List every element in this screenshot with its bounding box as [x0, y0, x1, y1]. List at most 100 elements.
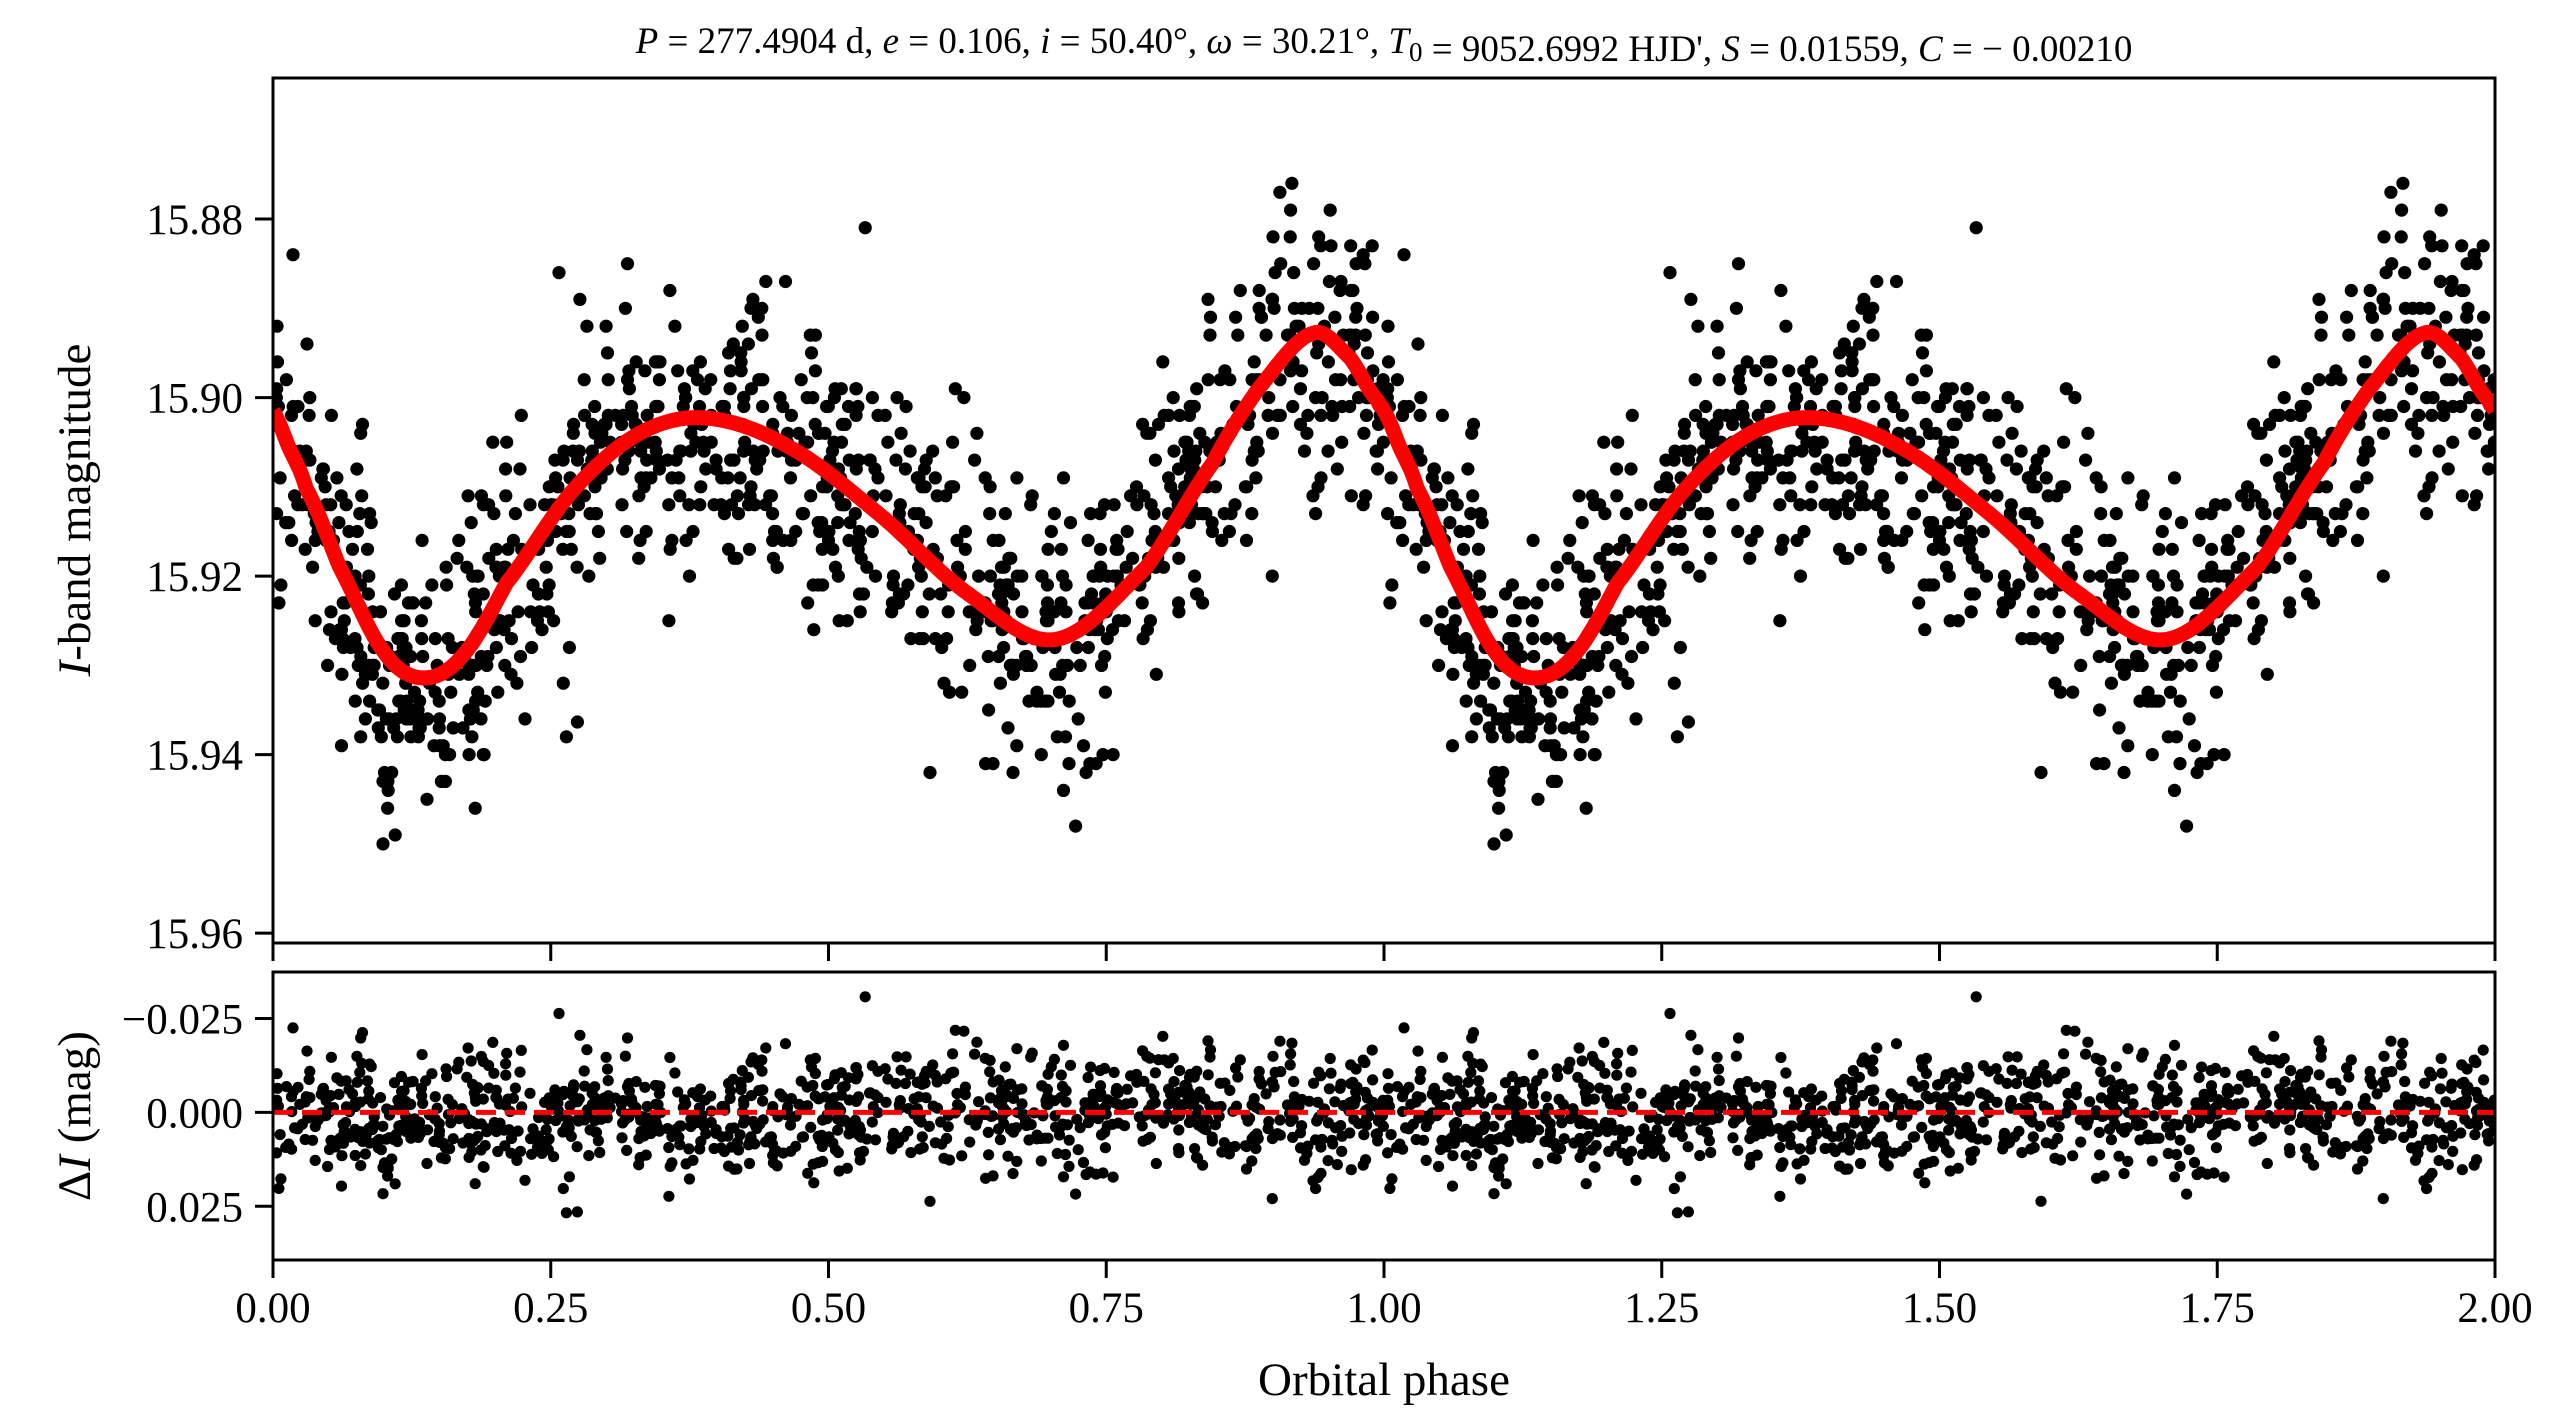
- residual-point: [1011, 1084, 1023, 1096]
- data-point: [1500, 712, 1514, 726]
- residual-point: [723, 1160, 735, 1172]
- data-point: [1466, 489, 1480, 503]
- data-point: [2259, 524, 2273, 539]
- residual-point: [743, 1157, 756, 1170]
- data-point: [316, 462, 330, 476]
- residual-point: [982, 1126, 994, 1138]
- data-point: [1538, 739, 1552, 753]
- residual-point: [534, 1138, 546, 1150]
- residual-point: [560, 1207, 573, 1219]
- data-point: [1779, 319, 1793, 333]
- residual-point: [1263, 1116, 1275, 1128]
- data-point: [468, 596, 482, 610]
- data-point: [1376, 435, 1390, 449]
- data-point: [593, 551, 607, 565]
- residual-point: [793, 1098, 805, 1110]
- data-point: [542, 578, 556, 592]
- residual-point: [777, 1091, 789, 1103]
- data-point: [2029, 480, 2043, 494]
- data-point: [1704, 551, 1718, 565]
- residual-point: [1125, 1070, 1137, 1082]
- data-point: [841, 399, 856, 414]
- residual-point: [2371, 1088, 2383, 1100]
- residual-point: [2260, 1067, 2272, 1079]
- data-point: [2372, 408, 2386, 422]
- data-point: [1905, 373, 1919, 387]
- data-point: [580, 319, 594, 333]
- residual-point: [790, 1140, 802, 1152]
- residual-point: [1943, 1113, 1955, 1125]
- data-point: [387, 587, 402, 601]
- data-point: [1634, 498, 1648, 512]
- residual-point: [1806, 1135, 1818, 1148]
- data-point: [291, 498, 305, 512]
- residual-point: [827, 1137, 839, 1149]
- data-point: [794, 373, 808, 387]
- residual-point: [1056, 1080, 1069, 1093]
- data-point: [1203, 310, 1218, 324]
- residual-point: [1020, 1119, 1033, 1132]
- residual-point: [2002, 1051, 2014, 1063]
- data-point: [302, 408, 316, 422]
- residual-point: [2359, 1093, 2371, 1105]
- residual-point: [2153, 1068, 2165, 1080]
- residual-point: [1961, 1062, 1973, 1074]
- data-point: [978, 471, 992, 485]
- residual-point: [335, 1180, 348, 1192]
- residual-point: [1890, 1038, 1903, 1050]
- residual-point: [2299, 1071, 2311, 1083]
- data-point: [399, 640, 413, 655]
- data-point: [1247, 444, 1261, 458]
- data-point: [972, 569, 986, 583]
- residual-point: [1324, 1052, 1336, 1065]
- data-point: [1499, 828, 1513, 842]
- data-point: [1844, 471, 1858, 485]
- data-point: [1309, 506, 1323, 521]
- data-point: [1166, 391, 1180, 405]
- data-point: [904, 632, 918, 646]
- data-point: [1197, 506, 1211, 521]
- data-point: [476, 587, 490, 601]
- data-point: [694, 480, 708, 494]
- residual-point: [487, 1036, 499, 1048]
- residual-point: [2131, 1119, 2144, 1132]
- data-point: [1729, 301, 1743, 315]
- residual-point: [947, 1066, 959, 1079]
- residual-point: [1473, 1093, 1485, 1105]
- data-point: [533, 605, 547, 619]
- data-point: [1659, 453, 1673, 467]
- data-point: [1964, 605, 1978, 619]
- residual-point: [2405, 1127, 2418, 1139]
- data-point: [1750, 471, 1764, 485]
- residual-point: [2181, 1188, 2193, 1200]
- residual-point: [1809, 1120, 1821, 1132]
- residual-point: [2447, 1145, 2459, 1157]
- residual-point: [355, 1160, 367, 1172]
- residual-point: [1025, 1051, 1037, 1063]
- residual-point: [2080, 1048, 2092, 1060]
- residual-point: [1511, 1096, 1523, 1108]
- data-point: [1058, 730, 1073, 744]
- residual-point: [2435, 1052, 2447, 1065]
- data-point: [2439, 310, 2453, 324]
- data-point: [1041, 542, 1055, 556]
- data-point: [1469, 667, 1483, 681]
- data-point: [849, 408, 863, 422]
- data-point: [1419, 614, 1433, 628]
- data-point: [1960, 408, 1974, 422]
- residual-point: [1961, 1073, 1973, 1085]
- residual-point: [2309, 1122, 2321, 1135]
- residual-point: [514, 1066, 526, 1078]
- residual-point: [364, 1058, 376, 1070]
- data-point: [1510, 640, 1524, 655]
- residual-point: [1604, 1098, 1616, 1110]
- residual-point: [1230, 1062, 1242, 1074]
- residual-point: [1598, 1036, 1610, 1048]
- data-point: [2423, 230, 2437, 244]
- data-point: [1083, 757, 1097, 771]
- data-point: [2209, 685, 2223, 699]
- data-point: [1785, 444, 1799, 458]
- data-point: [1621, 676, 1635, 690]
- residual-point: [1555, 1143, 1567, 1155]
